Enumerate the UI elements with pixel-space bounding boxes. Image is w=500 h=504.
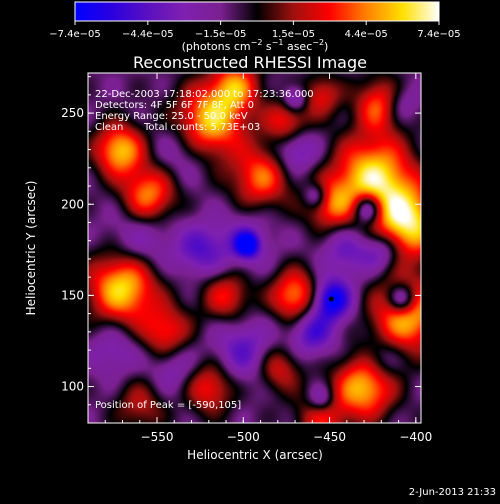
y-tick-label: 200 xyxy=(61,197,84,211)
colorbar-tick-label: −4.4e−05 xyxy=(122,29,174,40)
y-tick-label: 100 xyxy=(61,380,84,394)
annotation-time: 22-Dec-2003 17:18:02.000 to 17:23:36.000 xyxy=(95,89,314,100)
chart-title: Reconstructed RHESSI Image xyxy=(133,53,367,72)
x-tick-label: −400 xyxy=(399,430,432,444)
annotation-clean: Clean xyxy=(95,122,123,133)
plot-frame xyxy=(87,72,422,424)
x-axis-ticks: −550 −500 −450 −400 xyxy=(104,73,432,444)
colorbar xyxy=(74,1,440,22)
colorbar-unit-sup1: −2 xyxy=(251,38,263,47)
x-tick-label: −500 xyxy=(227,430,260,444)
colorbar-unit-label: (photons cm−2 s−1 asec−2) xyxy=(182,38,329,53)
y-tick-label: 150 xyxy=(61,288,84,302)
y-axis-label: Heliocentric Y (arcsec) xyxy=(24,181,38,316)
x-tick-label: −450 xyxy=(313,430,346,444)
colorbar-unit-mid2: asec xyxy=(283,40,312,53)
colorbar-tick-label: −1.5e−05 xyxy=(195,29,247,40)
colorbar-tick-label: −7.4e−05 xyxy=(49,29,101,40)
x-axis-label: Heliocentric X (arcsec) xyxy=(187,448,323,462)
annotation-energy: Energy Range: 25.0 - 50.0 keV xyxy=(95,111,248,122)
annotation-total-counts: Total counts: 5.73E+03 xyxy=(143,122,260,133)
heatmap-image xyxy=(88,73,421,423)
y-tick-label: 250 xyxy=(61,106,84,120)
footer-timestamp: 2-Jun-2013 21:33 xyxy=(409,487,496,498)
colorbar-unit-end: ) xyxy=(324,40,328,53)
colorbar-unit-main: (photons cm xyxy=(182,40,251,53)
colorbar-tick-label: 7.4e−05 xyxy=(417,29,460,40)
heatmap-raster xyxy=(88,73,421,423)
colorbar-tick-label: 4.4e−05 xyxy=(345,29,388,40)
colorbar-ticks: −7.4e−05 −4.4e−05 −1.5e−05 1.5e−05 4.4e−05 7.… xyxy=(49,21,461,40)
colorbar-unit-sup3: −2 xyxy=(312,38,324,47)
peak-marker xyxy=(328,296,334,302)
colorbar-tick-label: 1.5e−05 xyxy=(272,29,315,40)
x-tick-label: −550 xyxy=(141,430,174,444)
annotation-detectors: Detectors: 4F 5F 6F 7F 8F, Att 0 xyxy=(95,100,254,111)
colorbar-unit-sup2: −1 xyxy=(272,38,284,47)
colorbar-unit-mid: s xyxy=(262,40,271,53)
y-axis-ticks: 100 150 200 250 xyxy=(61,76,421,406)
annotation-peak: Position of Peak = [-590,105] xyxy=(95,400,241,411)
